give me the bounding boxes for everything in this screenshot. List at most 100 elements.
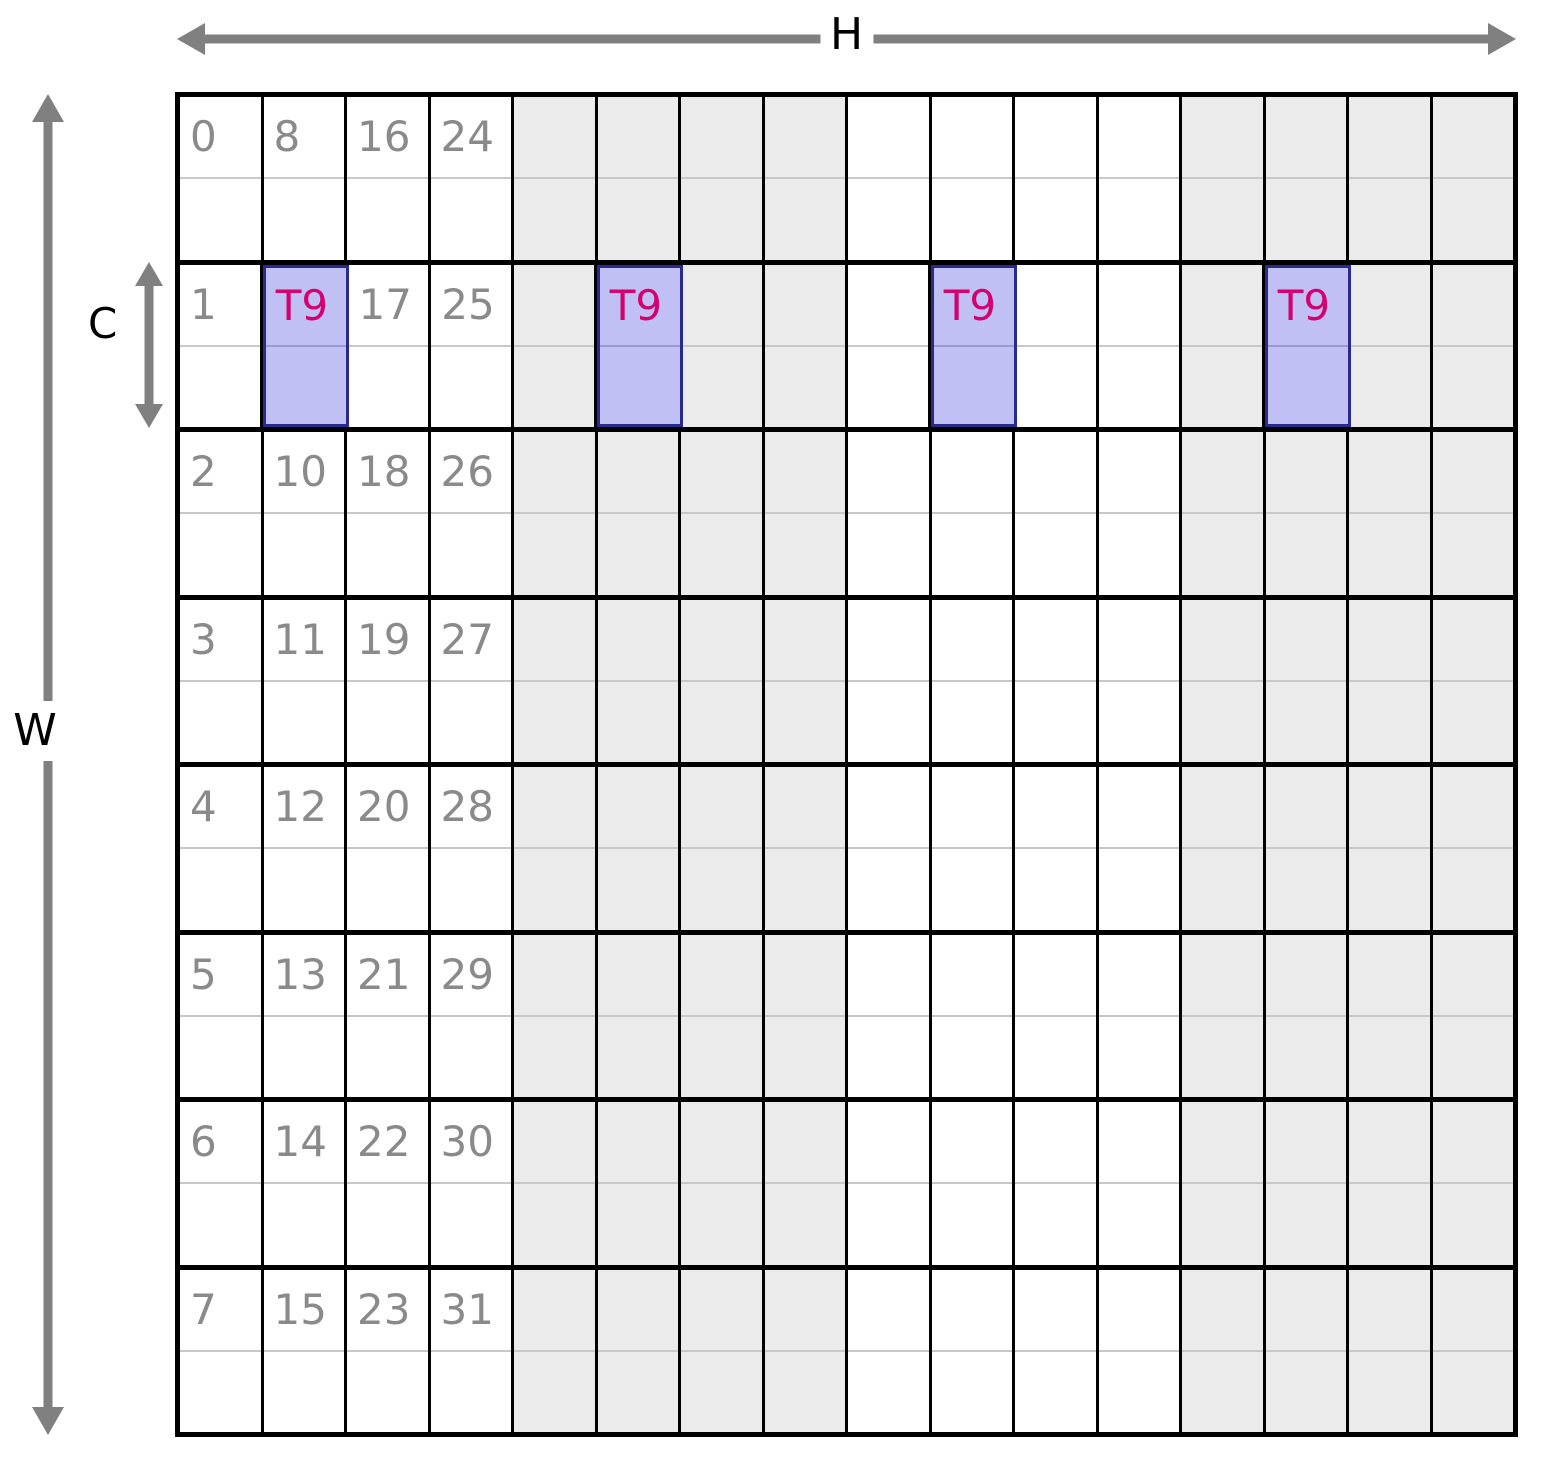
grid-subrow-top: T9 [933,268,1014,347]
grid-cell: 12 [263,767,347,930]
grid-cell: 5 [180,934,264,1097]
grid-subrow-bottom [848,1017,929,1097]
grid-cell [681,1102,765,1265]
grid-subrow-top: 16 [347,97,428,180]
grid-subrow-bottom [932,849,1013,929]
w-arrow-svg [32,94,64,1435]
grid-subrow-bottom [1266,514,1347,594]
grid-subrow-top [1098,600,1179,682]
grid-subrow-bottom [264,1017,345,1097]
grid-subrow-top: 21 [347,935,428,1017]
grid-subrow-top [1265,600,1346,682]
grid-subrow-bottom [681,179,762,259]
grid-subrow-top [597,432,678,515]
grid-subrow-top [931,767,1012,850]
grid-subrow-top [1182,1102,1263,1185]
grid-subrow-top [1432,1102,1513,1185]
grid-cell [1349,1102,1433,1265]
grid-subrow-bottom [514,1184,595,1264]
grid-subrow-top: 7 [180,1270,261,1352]
grid-subrow-bottom [932,1017,1013,1097]
grid-cell [1182,934,1266,1097]
grid-subrow-top [1015,1270,1096,1352]
grid-cell [1349,934,1433,1097]
grid-subrow-bottom [347,514,428,594]
cell-index-label: 25 [441,279,495,329]
grid-subrow-top [1349,1270,1430,1352]
grid-subrow-bottom [1349,179,1430,259]
grid-subrow-bottom [932,514,1013,594]
grid-subrow-top: 18 [347,432,428,515]
grid-cell: 30 [430,1102,514,1265]
grid-subrow-top [681,935,762,1017]
grid-cell [1098,432,1182,595]
cell-index-label: 3 [190,614,217,664]
cell-index-label: 0 [190,112,217,162]
grid-subrow-top [1350,265,1431,347]
grid-subrow-bottom [1266,1352,1347,1432]
grid-subrow-top [1432,97,1513,180]
grid-cell [597,1102,681,1265]
grid-subrow-top: 30 [430,1102,511,1185]
grid-subrow-bottom [347,179,428,259]
grid-subrow-top: 22 [347,1102,428,1185]
grid-cell: 15 [263,1269,347,1432]
grid-subrow-bottom [848,682,929,762]
grid-subrow-bottom [932,1352,1013,1432]
grid-subrow-top: 24 [430,97,511,180]
grid-subrow-bottom [1433,1184,1514,1264]
grid-cell: 24 [430,97,514,260]
grid-subrow-top [1182,935,1263,1017]
grid-subrow-top [1432,935,1513,1017]
grid-subrow-top [682,265,763,347]
grid-subrow-top [1098,97,1179,180]
grid-cell [1098,97,1182,260]
cell-index-label: 12 [273,782,327,832]
grid-cell: 25 [431,264,514,427]
grid-cell [681,432,765,595]
grid-subrow-top [1182,600,1263,682]
grid-subrow-top: 5 [180,935,261,1017]
grid-subrow-bottom [1099,1352,1180,1432]
grid-subrow-bottom [1433,1017,1514,1097]
grid-subrow-bottom [431,347,511,427]
grid-cell [1265,1102,1349,1265]
grid-subrow-top: 0 [180,97,261,180]
grid-cell [514,767,598,930]
cell-index-label: 31 [440,1284,494,1334]
grid-cell [1433,264,1513,427]
grid-cell [764,432,848,595]
grid-subrow-top [764,600,845,682]
grid-cell: 4 [180,767,264,930]
grid-subrow-top [931,935,1012,1017]
grid-subrow-top: 6 [180,1102,261,1185]
grid-subrow-top [681,767,762,850]
grid-cell [681,1269,765,1432]
grid-subrow-top: 14 [263,1102,344,1185]
grid-cell [1015,934,1099,1097]
grid-subrow-bottom [598,179,679,259]
grid-cell [764,1102,848,1265]
grid-band: 4 12 20 28 [180,767,1513,935]
grid-subrow-top [1432,1270,1513,1352]
grid-cell: 1 [180,264,263,427]
grid-subrow-top [1265,935,1346,1017]
grid-cell [1265,767,1349,930]
grid-subrow-bottom [1349,1352,1430,1432]
grid-subrow-top: T9 [1267,268,1348,347]
grid-cell [931,599,1015,762]
grid-subrow-bottom [431,1184,512,1264]
grid-cell: 11 [263,599,347,762]
grid-cell [1432,1102,1514,1265]
grid-subrow-bottom [514,347,594,427]
grid-subrow-bottom [1266,849,1347,929]
grid-cell-highlighted: T9 [1264,264,1351,427]
grid-subrow-top: 12 [263,767,344,850]
tensor-grid: 0 8 16 24 1 T9 17 25 T9 T9 T9 2 10 18 26 3 11 19 27 4 12 20 28… [175,92,1518,1437]
grid-cell [1016,264,1100,427]
cell-index-label: 13 [273,949,327,999]
grid-cell: 21 [347,934,431,1097]
grid-subrow-top [764,935,845,1017]
grid-cell [1182,1102,1266,1265]
grid-subrow-bottom [266,347,346,424]
